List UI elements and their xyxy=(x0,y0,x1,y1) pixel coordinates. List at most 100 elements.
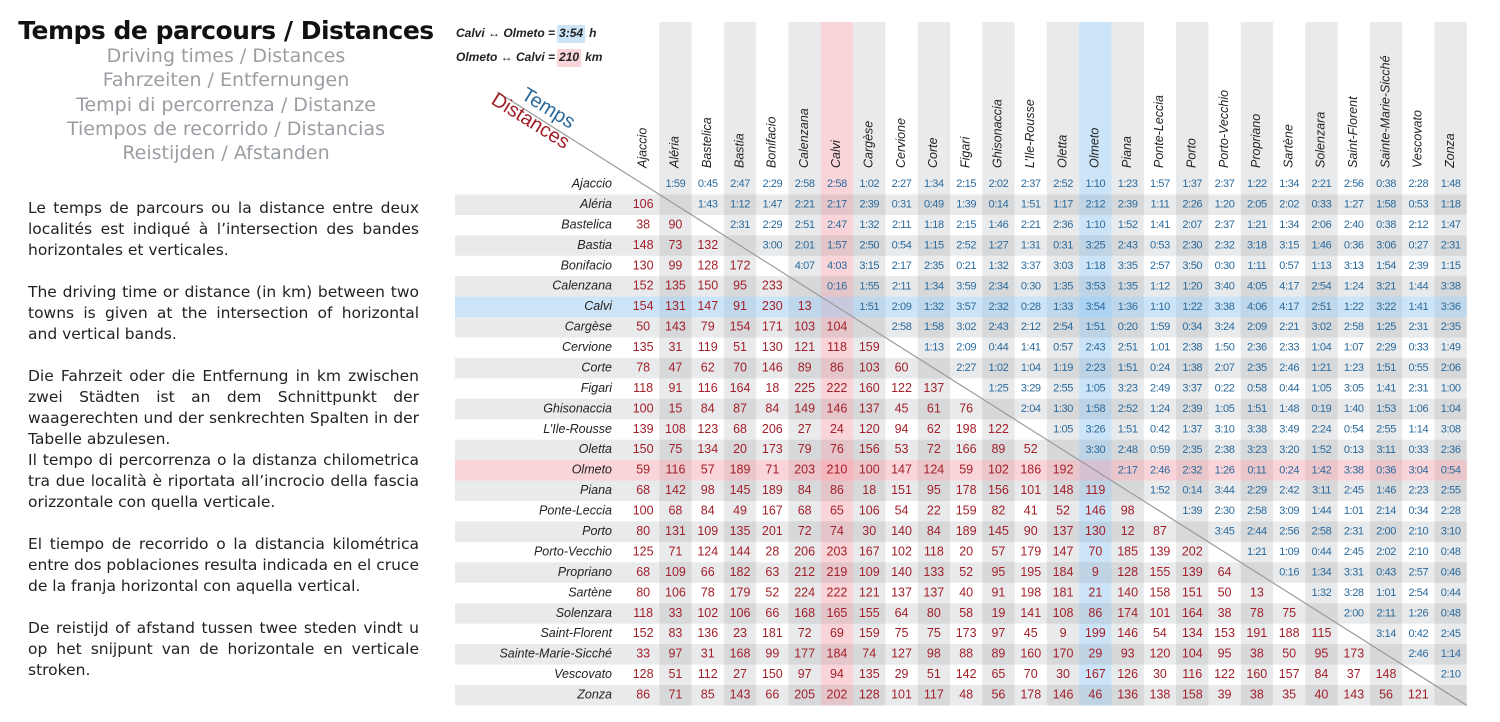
time-cell: 2:31 xyxy=(1344,526,1364,538)
distance-cell: 192 xyxy=(1053,463,1074,477)
row-label: Propriano xyxy=(558,565,612,579)
distance-cell: 95 xyxy=(1218,647,1232,661)
time-cell: 3:05 xyxy=(1344,383,1364,395)
time-cell: 2:02 xyxy=(1279,199,1299,211)
time-cell: 3:59 xyxy=(956,280,976,292)
distance-cell: 121 xyxy=(794,340,815,354)
time-cell: 2:00 xyxy=(1344,607,1364,619)
distance-cell: 90 xyxy=(668,217,682,231)
distance-cell: 74 xyxy=(830,524,844,538)
distance-cell: 93 xyxy=(1121,647,1135,661)
distance-cell: 57 xyxy=(991,544,1005,558)
time-cell: 0:43 xyxy=(1376,566,1396,578)
time-cell: 1:52 xyxy=(1150,485,1170,497)
distance-cell: 103 xyxy=(794,320,815,334)
distance-cell: 155 xyxy=(1150,565,1171,579)
distance-cell: 151 xyxy=(891,483,912,497)
distance-cell: 150 xyxy=(633,442,654,456)
distance-cell: 173 xyxy=(1343,647,1364,661)
distance-cell: 224 xyxy=(794,585,815,599)
time-cell: 2:01 xyxy=(795,239,815,251)
time-cell: 1:02 xyxy=(989,362,1009,374)
row-band xyxy=(455,398,1467,420)
time-cell: 2:58 xyxy=(892,321,912,333)
distance-cell: 101 xyxy=(891,688,912,702)
row-label: Porto xyxy=(582,524,612,538)
distance-cell: 122 xyxy=(988,422,1009,436)
time-cell: 1:05 xyxy=(1085,383,1105,395)
time-cell: 1:59 xyxy=(666,178,686,190)
distance-cell: 146 xyxy=(1117,626,1138,640)
time-cell: 1:37 xyxy=(1182,178,1202,190)
time-cell: 1:47 xyxy=(762,199,782,211)
example-value: 210 xyxy=(558,50,579,64)
row-label: L’Ile-Rousse xyxy=(543,422,612,436)
time-cell: 3:25 xyxy=(1085,239,1105,251)
distance-cell: 144 xyxy=(730,544,751,558)
time-cell: 4:06 xyxy=(1247,301,1267,313)
distance-cell: 84 xyxy=(927,524,941,538)
distance-cell: 119 xyxy=(698,340,718,354)
distance-cell: 86 xyxy=(636,688,650,702)
distance-cell: 148 xyxy=(1376,667,1397,681)
time-cell: 3:13 xyxy=(1344,260,1364,272)
distance-cell: 70 xyxy=(1088,544,1102,558)
column-label: Calenzana xyxy=(797,108,811,168)
distance-cell: 46 xyxy=(1088,688,1102,702)
time-cell: 2:56 xyxy=(1279,526,1299,538)
distance-cell: 120 xyxy=(1150,647,1171,661)
time-cell: 1:15 xyxy=(1441,260,1461,272)
time-cell: 2:58 xyxy=(795,178,815,190)
distance-cell: 137 xyxy=(923,381,944,395)
time-cell: 2:47 xyxy=(827,219,847,231)
distance-cell: 205 xyxy=(794,688,815,702)
time-cell: 1:36 xyxy=(1118,301,1138,313)
column-label: Bastelica xyxy=(700,117,714,168)
intro-panel: Temps de parcours / Distances Driving ti… xyxy=(0,0,450,722)
distance-cell: 97 xyxy=(991,626,1005,640)
time-cell: 3:14 xyxy=(1376,628,1396,640)
distance-cell: 150 xyxy=(762,667,783,681)
time-cell: 2:21 xyxy=(1021,219,1041,231)
row-label: Zonza xyxy=(576,688,612,702)
time-cell: 0:16 xyxy=(1279,566,1299,578)
distance-cell: 79 xyxy=(798,442,812,456)
distance-cell: 142 xyxy=(956,667,977,681)
time-cell: 1:20 xyxy=(1215,199,1235,211)
time-cell: 2:27 xyxy=(892,178,912,190)
distance-cell: 181 xyxy=(762,626,783,640)
distance-cell: 152 xyxy=(633,626,654,640)
distance-cell: 68 xyxy=(668,504,682,518)
column-label: Sainte-Marie-Sicché xyxy=(1378,55,1392,168)
distance-cell: 48 xyxy=(959,688,973,702)
time-cell: 2:35 xyxy=(1182,444,1202,456)
distance-cell: 225 xyxy=(794,381,815,395)
distance-cell: 106 xyxy=(633,197,654,211)
time-cell: 2:23 xyxy=(1085,362,1105,374)
distance-cell: 41 xyxy=(1024,504,1038,518)
time-cell: 0:54 xyxy=(1441,464,1461,476)
time-cell: 1:13 xyxy=(1312,260,1332,272)
time-cell: 2:24 xyxy=(1312,423,1332,435)
time-cell: 2:31 xyxy=(1408,321,1428,333)
distance-cell: 72 xyxy=(798,626,812,640)
time-cell: 1:21 xyxy=(1247,219,1267,231)
time-cell: 3:44 xyxy=(1215,485,1235,497)
time-cell: 0:53 xyxy=(1408,199,1428,211)
distance-cell: 90 xyxy=(1024,524,1038,538)
distance-cell: 64 xyxy=(1218,565,1232,579)
time-cell: 2:23 xyxy=(1408,485,1428,497)
time-cell: 3:10 xyxy=(1215,423,1235,435)
time-cell: 1:39 xyxy=(1182,505,1202,517)
distance-cell: 165 xyxy=(827,606,848,620)
distance-cell: 136 xyxy=(697,626,718,640)
distance-cell: 145 xyxy=(988,524,1009,538)
column-label: Bastia xyxy=(732,133,746,168)
distance-cell: 167 xyxy=(1085,667,1106,681)
time-cell: 3:28 xyxy=(1344,587,1364,599)
distance-cell: 136 xyxy=(1117,688,1138,702)
time-cell: 1:41 xyxy=(1150,219,1170,231)
distance-cell: 219 xyxy=(827,565,848,579)
time-cell: 2:31 xyxy=(1408,383,1428,395)
row-label: Olmeto xyxy=(572,463,612,477)
